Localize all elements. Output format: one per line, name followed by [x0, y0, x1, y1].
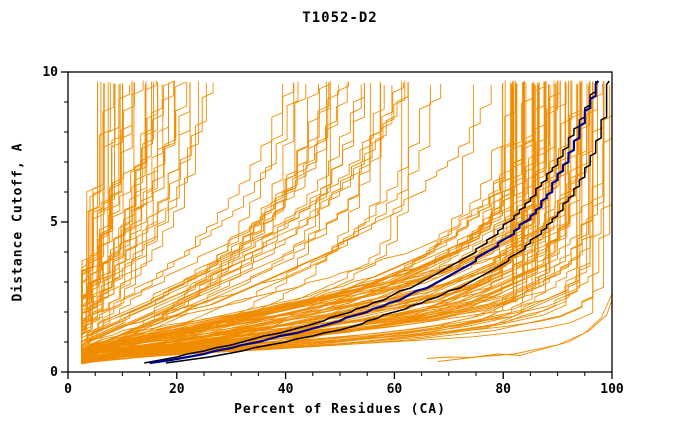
model-curve: [81, 81, 350, 355]
model-curve: [81, 80, 175, 350]
model-curve: [81, 81, 381, 356]
reference-black-2: [144, 81, 597, 364]
model-curve: [81, 81, 199, 355]
model-curve: [81, 84, 533, 363]
model-curve: [81, 81, 155, 361]
model-curve: [81, 82, 594, 362]
model-curve: [81, 80, 516, 355]
model-curve: [81, 83, 405, 357]
model-curve: [81, 80, 514, 355]
x-axis-label: Percent of Residues (CA): [234, 402, 446, 417]
x-tick-label: 40: [278, 382, 294, 397]
x-tick-label: 60: [387, 382, 403, 397]
reference-black-1: [165, 80, 610, 364]
model-curve: [81, 85, 385, 359]
model-curve: [81, 82, 523, 361]
model-curve: [81, 84, 534, 359]
model-curve: [81, 82, 207, 352]
model-curve: [81, 84, 549, 359]
chart-title: T1052-D2: [302, 10, 378, 26]
model-curve: [81, 80, 559, 365]
model-curve: [81, 84, 307, 358]
model-curve: [81, 83, 517, 363]
model-curve: [81, 82, 538, 362]
model-curve: [81, 85, 611, 360]
model-curve: [81, 84, 331, 359]
model-curve: [81, 82, 327, 356]
y-tick-label: 10: [42, 65, 58, 80]
model-curve: [81, 81, 153, 351]
model-curve: [81, 80, 569, 355]
model-curve: [81, 83, 284, 358]
outlier-2: [437, 293, 613, 362]
model-curve: [81, 81, 545, 356]
model-curve: [81, 81, 547, 355]
x-tick-label: 80: [495, 382, 511, 397]
outlier-curves: [426, 293, 613, 362]
model-curve: [81, 81, 299, 361]
model-curve: [81, 82, 613, 356]
model-curve: [81, 84, 146, 359]
model-curve: [81, 80, 605, 360]
model-curve: [81, 80, 175, 350]
model-curve: [81, 83, 503, 363]
model-curve: [81, 82, 330, 356]
y-tick-label: 5: [50, 215, 58, 230]
model-curve: [81, 80, 133, 350]
axes: 0 20 40 60 80 100 0 5 10: [42, 65, 624, 397]
model-curve: [81, 82, 371, 357]
y-tick-label: 0: [50, 365, 58, 380]
model-curve: [81, 82, 191, 361]
model-curve: [81, 84, 474, 354]
model-curve: [81, 81, 175, 350]
model-curve: [81, 80, 561, 365]
model-curve: [81, 82, 527, 356]
model-curve: [81, 83, 517, 362]
model-curve: [81, 81, 186, 361]
model-curve: [81, 84, 578, 359]
x-tick-label: 100: [600, 382, 624, 397]
model-curve: [81, 81, 331, 360]
x-tick-label: 0: [64, 382, 72, 397]
highlight-blue: [149, 80, 600, 365]
model-curve: [81, 83, 561, 363]
model-curve: [81, 83, 319, 358]
model-curve: [81, 85, 551, 360]
model-curve: [81, 84, 492, 359]
model-curve: [81, 83, 365, 353]
model-curve: [81, 83, 295, 353]
model-curve: [81, 85, 431, 359]
model-curve: [81, 83, 535, 358]
ensemble-curves: [81, 80, 613, 365]
model-curve: [81, 83, 442, 363]
model-curve: [81, 80, 591, 365]
highlight-curves: [144, 80, 610, 365]
model-curve: [81, 84, 116, 349]
model-curve: [81, 82, 514, 357]
model-curve: [81, 84, 533, 359]
model-curve: [81, 84, 340, 354]
model-curve: [81, 83, 518, 363]
model-curve: [81, 82, 294, 362]
model-curve: [81, 81, 581, 356]
outlier-1: [426, 299, 613, 359]
x-tick-label: 20: [169, 382, 185, 397]
